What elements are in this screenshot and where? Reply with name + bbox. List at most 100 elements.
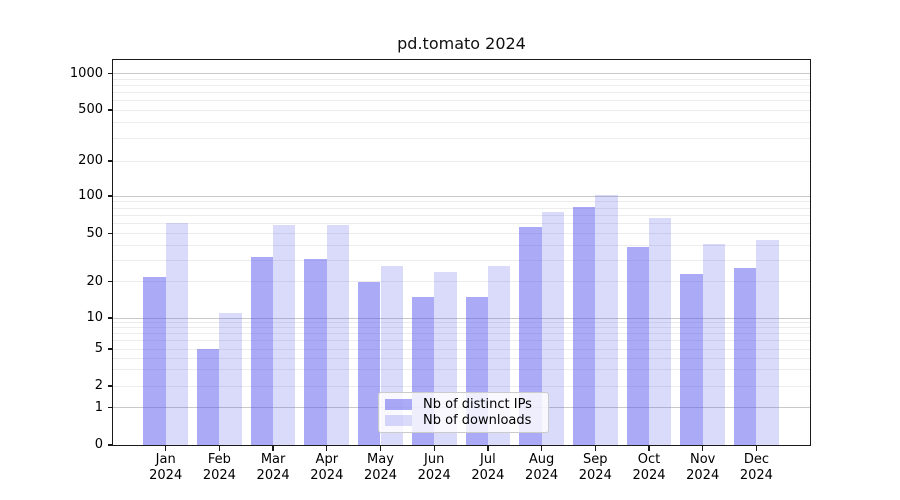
bar-feb-distinct-ips	[197, 349, 220, 445]
gridline-y-30	[113, 259, 810, 261]
y-tick-label-5: 5	[94, 341, 103, 356]
gridline-y-9	[113, 322, 810, 324]
gridline-y-7	[113, 333, 810, 335]
gridline-y-90	[113, 201, 810, 203]
legend-swatch-downloads	[385, 415, 412, 426]
bar-sep-downloads	[595, 195, 618, 445]
gridline-y-20	[113, 281, 810, 282]
bar-nov-downloads	[702, 243, 726, 445]
gridline-y-5	[113, 348, 810, 350]
gridline-y-40	[113, 244, 810, 246]
x-tick-label-jun: Jun 2024	[394, 452, 474, 483]
x-tick-jul	[487, 446, 489, 451]
x-tick-label-month: Nov	[690, 452, 716, 467]
x-tick-label-may: May 2024	[341, 452, 421, 483]
y-tick-1000	[108, 72, 113, 75]
y-tick-label-0: 0	[94, 437, 103, 452]
y-tick-5	[108, 348, 113, 350]
gridline-y-400	[113, 121, 810, 123]
legend-swatch-distinct-ips	[385, 399, 412, 410]
gridline-y-70	[113, 214, 810, 216]
x-tick-label-year: 2024	[686, 467, 720, 483]
gridline-y-200	[113, 160, 810, 162]
y-tick-100	[108, 195, 113, 197]
x-tick-jun	[433, 446, 435, 451]
x-tick-label-month: Mar	[260, 452, 286, 467]
y-tick-label-50: 50	[86, 225, 103, 241]
x-tick-may	[379, 446, 382, 451]
x-tick-sep	[594, 446, 596, 451]
y-tick-2	[108, 385, 113, 387]
legend-label-downloads: Nb of downloads	[423, 413, 532, 428]
x-tick-label-year: 2024	[739, 467, 773, 483]
gridline-y-300	[113, 137, 810, 139]
gridline-y-3	[113, 369, 810, 371]
x-tick-label-mar: Mar 2024	[233, 452, 313, 483]
y-tick-1	[108, 406, 113, 409]
bar-sep-distinct-ips	[572, 206, 596, 445]
y-tick-500	[108, 109, 113, 111]
x-tick-label-sep: Sep 2024	[555, 452, 635, 483]
x-tick-label-feb: Feb 2024	[179, 452, 259, 483]
x-tick-label-jan: Jan 2024	[126, 452, 206, 483]
x-tick-label-year: 2024	[256, 467, 290, 483]
gridline-y-600	[113, 99, 810, 101]
x-tick-label-aug: Aug 2024	[502, 452, 582, 483]
bar-nov-distinct-ips	[680, 274, 703, 445]
x-tick-label-month: Sep	[583, 452, 608, 467]
x-tick-label-year: 2024	[417, 467, 451, 483]
gridline-y-900	[113, 78, 810, 80]
y-tick-label-1: 1	[94, 399, 103, 415]
x-tick-jan	[165, 446, 167, 451]
x-tick-label-apr: Apr 2024	[287, 452, 367, 483]
y-tick-label-20: 20	[86, 273, 103, 289]
gridline-major-y-10	[113, 317, 810, 319]
x-tick-dec	[755, 446, 758, 451]
x-tick-label-month: May	[367, 452, 394, 467]
legend-label-distinct-ips: Nb of distinct IPs	[423, 397, 532, 412]
gridline-major-y-100	[113, 195, 810, 197]
y-tick-0	[108, 444, 113, 446]
legend: Nb of distinct IPs Nb of downloads	[378, 392, 549, 433]
legend-item-downloads: Nb of downloads	[385, 413, 542, 428]
y-tick-200	[108, 160, 113, 162]
bar-apr-downloads	[326, 224, 350, 445]
gridline-y-800	[113, 84, 810, 86]
chart-title: pd.tomato 2024	[397, 34, 526, 53]
bar-feb-downloads	[219, 312, 242, 445]
x-tick-label-month: Dec	[743, 452, 769, 467]
x-tick-apr	[326, 446, 328, 451]
x-tick-label-month: Feb	[207, 452, 231, 467]
gridline-y-500	[113, 109, 810, 111]
y-tick-label-100: 100	[78, 188, 103, 203]
gridline-y-80	[113, 207, 810, 209]
gridline-y-50	[113, 233, 810, 234]
y-tick-10	[108, 317, 113, 319]
gridline-y-2	[113, 385, 810, 387]
bar-may-distinct-ips	[358, 281, 381, 445]
gridline-y-8	[113, 327, 810, 329]
y-tick-label-2: 2	[94, 378, 103, 393]
bar-dec-downloads	[756, 240, 779, 445]
bar-aug-distinct-ips	[519, 227, 542, 445]
x-tick-label-oct: Oct 2024	[609, 452, 689, 483]
bar-oct-distinct-ips	[626, 246, 649, 445]
y-tick-50	[108, 232, 113, 235]
y-tick-label-200: 200	[78, 153, 103, 168]
x-tick-label-dec: Dec 2024	[716, 452, 796, 483]
x-tick-label-month: Apr	[315, 452, 339, 467]
x-tick-label-month: Jan	[155, 452, 176, 467]
x-tick-label-month: Jul	[480, 452, 496, 467]
gridline-y-60	[113, 223, 810, 225]
x-tick-feb	[218, 446, 221, 451]
gridline-y-6	[113, 340, 810, 342]
y-tick-label-500: 500	[78, 102, 103, 117]
bar-mar-distinct-ips	[250, 256, 274, 445]
x-tick-label-jul: Jul 2024	[448, 452, 528, 483]
bar-oct-downloads	[649, 218, 672, 445]
x-tick-mar	[272, 446, 274, 451]
x-tick-label-year: 2024	[578, 467, 612, 483]
x-tick-label-year: 2024	[149, 467, 183, 483]
x-tick-aug	[540, 446, 543, 451]
